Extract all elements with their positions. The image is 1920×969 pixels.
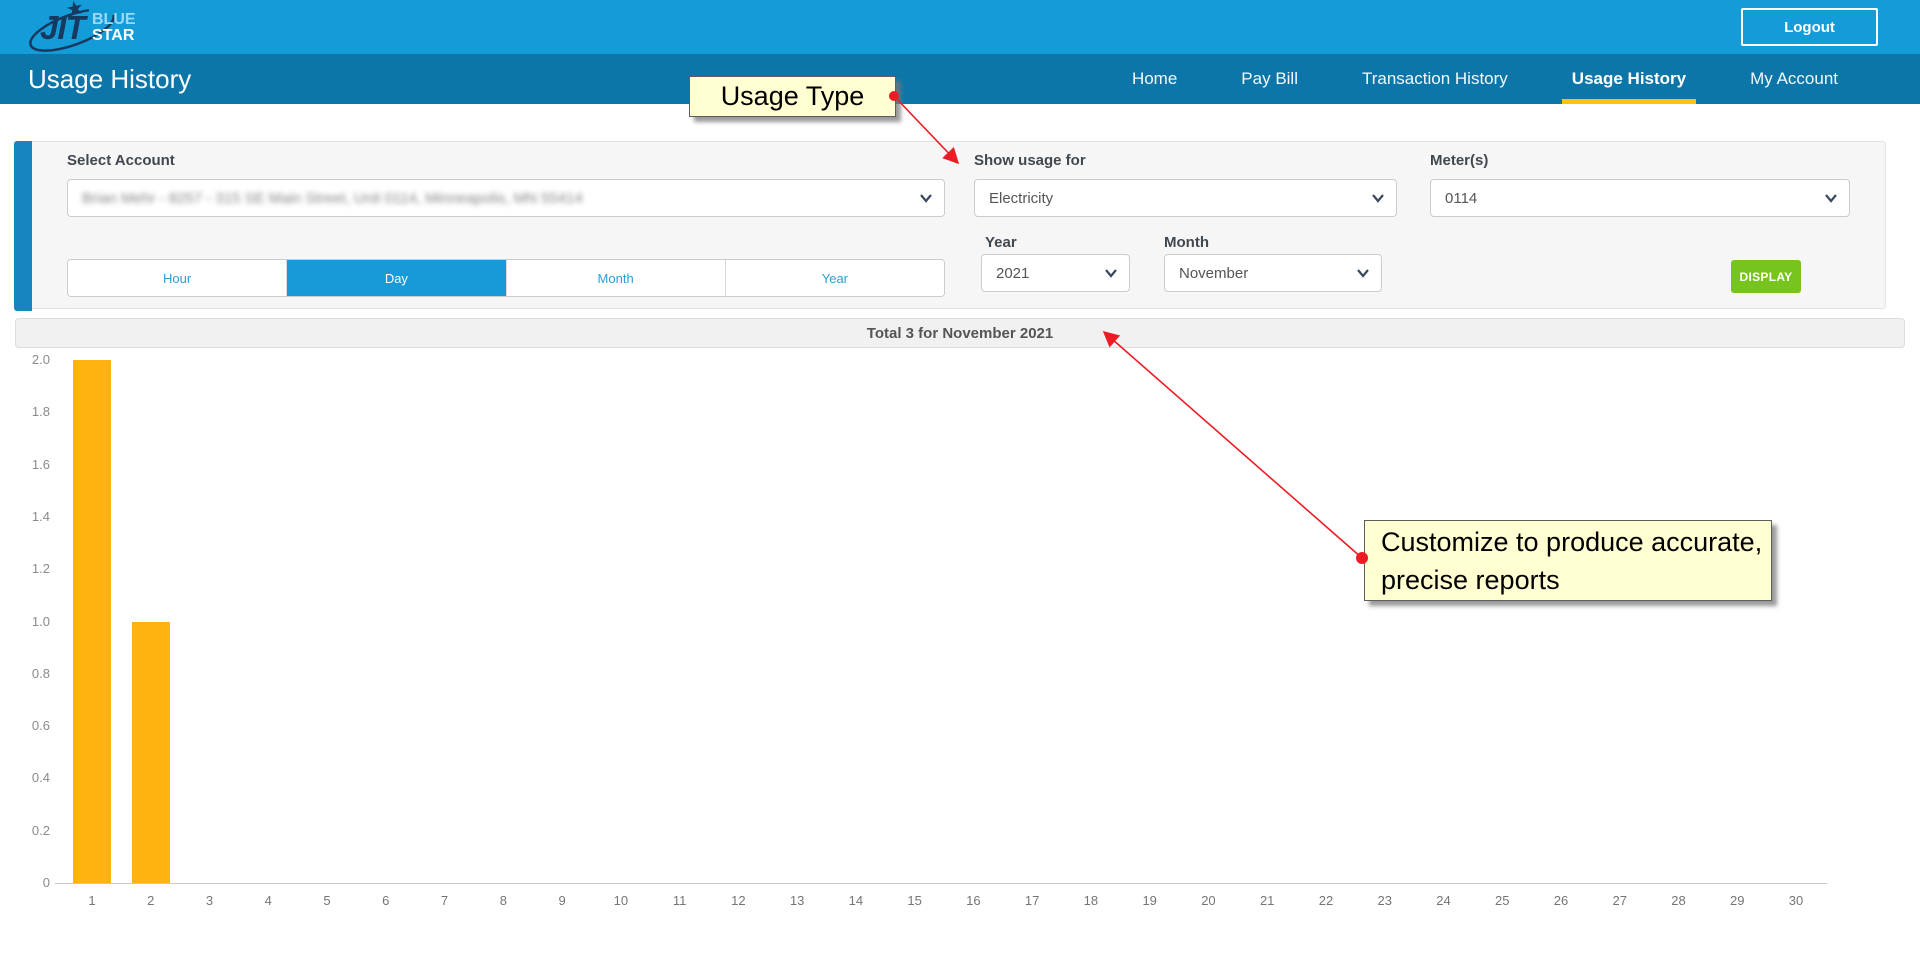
account-select[interactable]: Brian Mehr - 8257 - 315 SE Main Street, …: [67, 179, 945, 217]
nav-bar: Usage History Home Pay Bill Transaction …: [0, 54, 1920, 104]
logout-button[interactable]: Logout: [1741, 8, 1878, 46]
panel-accent-bar: [14, 141, 32, 311]
display-button[interactable]: DISPLAY: [1731, 260, 1801, 293]
y-axis-tick-label: 2.0: [31, 352, 50, 367]
page-title: Usage History: [28, 64, 192, 94]
month-select-value: November: [1179, 264, 1249, 282]
interval-month-button[interactable]: Month: [506, 260, 726, 296]
usage-bar-day-1: [73, 360, 111, 883]
x-axis-tick-label: 24: [1436, 893, 1451, 908]
top-bar: ★ JIT BLUE STAR Logout: [0, 0, 1920, 54]
logo-star-text: STAR: [92, 27, 135, 44]
meter-select[interactable]: 0114: [1430, 179, 1850, 217]
x-axis-tick-label: 27: [1612, 893, 1627, 908]
x-axis-tick-label: 23: [1377, 893, 1392, 908]
x-axis-tick-label: 2: [147, 893, 155, 908]
x-axis-tick-label: 12: [731, 893, 746, 908]
interval-year-button[interactable]: Year: [725, 260, 944, 296]
bluestar-logo[interactable]: ★ JIT BLUE STAR: [26, 0, 146, 52]
x-axis-tick-label: 21: [1259, 893, 1275, 908]
x-axis-tick-label: 14: [848, 893, 864, 908]
x-axis-tick-label: 15: [907, 893, 922, 908]
y-axis-tick-label: 1.6: [31, 456, 50, 472]
x-axis-tick-label: 13: [789, 893, 805, 908]
x-axis-tick-label: 3: [205, 893, 214, 908]
y-axis-tick-label: 0.6: [31, 718, 50, 734]
x-axis-tick-label: 1: [88, 893, 96, 908]
customize-callout: Customize to produce accurate, precise r…: [1364, 520, 1772, 601]
y-axis-tick-label: 0: [42, 875, 50, 890]
chevron-down-icon: [1372, 194, 1384, 203]
y-axis-tick-label: 0.8: [31, 665, 50, 681]
x-axis-line: [55, 883, 1827, 884]
chevron-down-icon: [1357, 269, 1369, 278]
x-axis-tick-label: 28: [1671, 893, 1686, 908]
nav-item-transaction-history[interactable]: Transaction History: [1361, 69, 1508, 88]
x-axis-tick-label: 9: [558, 893, 566, 908]
usage-type-select[interactable]: Electricity: [974, 179, 1397, 217]
x-axis-tick-label: 29: [1730, 893, 1745, 908]
x-axis-tick-label: 25: [1495, 893, 1510, 908]
x-axis-tick-label: 18: [1083, 893, 1099, 908]
x-axis-tick-label: 10: [613, 893, 629, 908]
nav-item-home[interactable]: Home: [1131, 69, 1178, 88]
active-tab-underline: [1561, 99, 1697, 104]
show-usage-for-label: Show usage for: [974, 152, 1086, 169]
year-select[interactable]: 2021: [981, 254, 1130, 292]
filter-panel: Select Account Brian Mehr - 8257 - 315 S…: [14, 141, 1886, 311]
usage-type-callout: Usage Type: [689, 76, 896, 117]
x-axis-tick-label: 20: [1201, 893, 1216, 908]
logo-swoosh-icon: [29, 8, 115, 52]
chevron-down-icon: [920, 194, 932, 203]
account-select-value: Brian Mehr - 8257 - 315 SE Main Street, …: [82, 189, 583, 207]
nav-item-pay-bill[interactable]: Pay Bill: [1241, 69, 1298, 88]
x-axis-tick-label: 26: [1553, 893, 1569, 908]
year-select-value: 2021: [996, 264, 1030, 282]
x-axis-tick-label: 11: [672, 893, 687, 908]
x-axis-tick-label: 30: [1788, 893, 1804, 908]
y-axis-tick-label: 0.2: [31, 822, 50, 838]
y-axis-tick-label: 1.8: [31, 404, 50, 420]
y-axis-tick-label: 0.4: [31, 770, 50, 786]
x-axis-tick-label: 5: [323, 893, 331, 908]
month-label: Month: [1164, 234, 1209, 251]
y-axis-tick-label: 1.0: [31, 613, 50, 629]
x-axis-tick-label: 17: [1024, 893, 1040, 908]
month-select[interactable]: November: [1164, 254, 1382, 292]
nav-menu: Home Pay Bill Transaction History Usage …: [1130, 54, 1840, 104]
interval-day-button[interactable]: Day: [287, 260, 507, 296]
logo-jit-text: JIT: [40, 9, 86, 46]
meters-label: Meter(s): [1430, 152, 1489, 169]
y-axis-tick-label: 1.2: [31, 561, 50, 577]
x-axis-tick-label: 6: [382, 893, 390, 908]
chevron-down-icon: [1105, 269, 1117, 278]
x-axis-tick-label: 8: [499, 893, 507, 908]
x-axis-tick-label: 19: [1142, 893, 1157, 908]
year-label: Year: [985, 234, 1017, 251]
nav-item-usage-history[interactable]: Usage History: [1561, 54, 1697, 104]
interval-hour-button[interactable]: Hour: [68, 260, 288, 296]
customize-callout-text: Customize to produce accurate, precise r…: [1381, 527, 1763, 595]
x-axis-tick-label: 16: [966, 893, 981, 908]
usage-type-select-value: Electricity: [989, 189, 1054, 207]
interval-button-group: Hour Day Month Year: [67, 259, 945, 297]
total-summary-text: Total 3 for November 2021: [866, 324, 1054, 342]
total-summary-bar: Total 3 for November 2021: [15, 318, 1905, 348]
usage-bar-chart: 0 0.2 0.4 0.6 0.8 1.0 1.2 1.4 1.6 1.8 2.0 1 2 3 4 5 6 7 8 9…: [20, 352, 1900, 932]
nav-item-my-account[interactable]: My Account: [1750, 69, 1838, 88]
y-axis-tick-label: 1.4: [31, 508, 50, 524]
x-axis-tick-label: 7: [440, 893, 449, 908]
select-account-label: Select Account: [67, 152, 175, 169]
usage-type-callout-text: Usage Type: [720, 81, 865, 111]
usage-bar-day-2: [131, 621, 170, 883]
chevron-down-icon: [1825, 194, 1837, 203]
x-axis-tick-label: 4: [264, 893, 272, 908]
meter-select-value: 0114: [1445, 189, 1478, 207]
logo-blue-text: BLUE: [92, 11, 136, 28]
x-axis-tick-label: 22: [1318, 893, 1334, 908]
